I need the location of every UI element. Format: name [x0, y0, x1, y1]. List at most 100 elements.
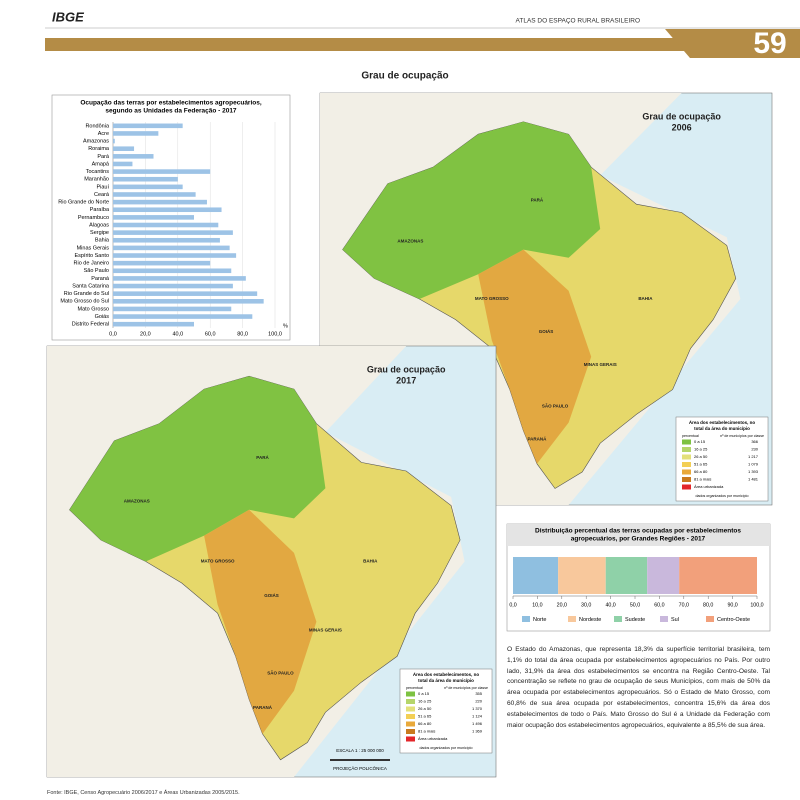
map-2017: AMAZONAS PARÁ MATO GROSSO BAHIA GOIÁS MINAS G… — [46, 345, 497, 778]
state-label: MINAS GERAIS — [584, 362, 617, 367]
bar — [113, 222, 219, 228]
bar — [113, 299, 264, 304]
legend-count: 366 — [751, 439, 758, 444]
segment — [647, 557, 680, 594]
legend-count: 1 481 — [748, 477, 759, 482]
legend-swatch — [406, 721, 415, 727]
category-label: Pará — [97, 154, 110, 160]
legend-label: 66 a 80 — [694, 469, 708, 474]
category-label: São Paulo — [84, 268, 109, 274]
chart-title: Ocupação das terras por estabelecimentos… — [80, 100, 262, 107]
state-label: MINAS GERAIS — [309, 628, 342, 633]
state-label: GOIÁS — [264, 592, 279, 598]
category-label: Roraima — [88, 146, 110, 152]
legend-count: 1 124 — [472, 714, 483, 719]
category-label: Distrito Federal — [72, 322, 109, 328]
legend-count: 1 496 — [472, 721, 483, 726]
bar — [113, 253, 237, 258]
legend-label: 81 a mais — [694, 477, 711, 482]
category-label: Amazonas — [83, 139, 109, 145]
body-text: O Estado do Amazonas, que representa 18,… — [507, 646, 770, 729]
legend-label: Sul — [671, 617, 679, 623]
legend-swatch — [682, 454, 691, 460]
category-label: Tocantins — [86, 169, 109, 175]
legend-count: 1 217 — [748, 454, 759, 459]
x-unit: % — [283, 323, 288, 329]
map-title: Grau de ocupação — [367, 364, 446, 374]
legend-swatch — [522, 616, 530, 622]
legend-label: 51 a 65 — [694, 462, 708, 467]
x-tick-label: 100,0 — [750, 602, 763, 608]
legend-swatch — [406, 714, 415, 719]
x-tick-label: 50,0 — [630, 602, 640, 608]
segment — [679, 557, 757, 594]
legend-swatch — [682, 462, 691, 467]
bar — [113, 154, 154, 159]
legend-swatch — [406, 699, 415, 704]
legend-label: 26 a 50 — [418, 706, 432, 711]
chart-title: segundo as Unidades da Federação - 2017 — [105, 108, 237, 115]
core-region — [478, 249, 592, 464]
bar — [113, 260, 211, 266]
legend-label: Área urbanizada — [418, 736, 448, 741]
legend-note: dados organizados por município — [696, 494, 749, 498]
legend-title: total da área do município — [694, 426, 750, 431]
state-label: AMAZONAS — [397, 239, 423, 244]
x-tick-label: 100,0 — [268, 331, 282, 337]
legend-title: total da área do município — [418, 678, 474, 683]
scale-bar — [330, 759, 390, 761]
chart-title: Distribuição percentual das terras ocupa… — [535, 528, 741, 535]
logo: IBGE — [52, 9, 84, 24]
category-label: Alagoas — [89, 222, 109, 228]
legend-label: Centro-Oeste — [717, 617, 750, 623]
legend-count: 1 393 — [748, 469, 759, 474]
legend-swatch — [406, 706, 415, 712]
bar-chart: Ocupação das terras por estabelecimentos… — [51, 94, 291, 341]
legend-header: percentual — [682, 434, 699, 438]
legend-count: 1 369 — [472, 729, 483, 734]
category-label: Rio de Janeiro — [74, 261, 109, 267]
legend-label: 26 a 50 — [694, 454, 708, 459]
bar — [113, 268, 232, 274]
bar — [113, 138, 115, 144]
bar — [113, 283, 233, 289]
category-label: Amapá — [92, 161, 110, 167]
legend-swatch — [682, 484, 691, 490]
legend-label: 16 a 25 — [418, 699, 432, 704]
segment — [513, 557, 559, 594]
bar — [113, 146, 135, 151]
state-label: PARANÁ — [253, 704, 273, 710]
legend-header: nº de municípios por classe — [720, 434, 764, 438]
legend-title: Área dos estabelecimentos, no — [413, 671, 480, 677]
bar — [113, 291, 258, 296]
state-label: PARANÁ — [527, 435, 547, 441]
x-tick-label: 70,0 — [679, 602, 689, 608]
map-scale: ESCALA 1 : 25 000 000 — [336, 748, 384, 753]
category-label: Sergipe — [90, 230, 109, 236]
state-label: SÃO PAULO — [267, 670, 294, 676]
legend-count: 1 079 — [748, 462, 759, 467]
category-label: Mato Grosso — [78, 306, 109, 312]
bar — [113, 207, 222, 213]
category-label: Pernambuco — [78, 215, 109, 221]
map-title: Grau de ocupação — [642, 111, 721, 121]
category-label: Rio Grande do Sul — [64, 291, 109, 297]
bar — [113, 230, 233, 235]
legend-swatch — [406, 729, 415, 734]
legend-swatch — [660, 616, 668, 622]
category-label: Rio Grande do Norte — [58, 200, 109, 206]
x-tick-label: 40,0 — [172, 331, 183, 337]
bar — [113, 199, 207, 205]
state-label: PARÁ — [256, 454, 269, 460]
category-label: Bahia — [95, 238, 110, 244]
x-tick-label: 90,0 — [727, 602, 737, 608]
state-label: SÃO PAULO — [542, 402, 569, 408]
chart-title: agropecuários, por Grandes Regiões - 201… — [571, 536, 706, 543]
bar — [113, 314, 253, 319]
page-tab — [665, 29, 800, 58]
map-title: 2006 — [672, 122, 692, 132]
legend-swatch — [682, 469, 691, 475]
category-label: Acre — [98, 131, 109, 137]
state-label: MATO GROSSO — [201, 559, 235, 564]
bar — [113, 215, 194, 220]
